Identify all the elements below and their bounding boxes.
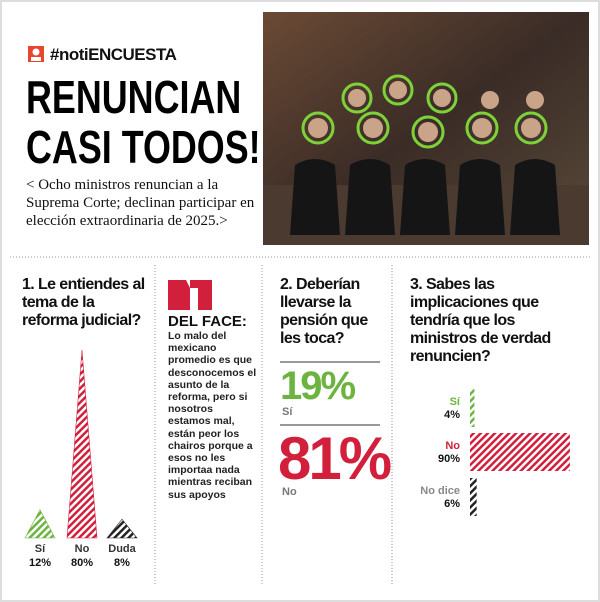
answer-label: Sí: [282, 406, 293, 418]
category-label: No dice: [420, 485, 460, 497]
face-title: DEL FACE:: [168, 313, 247, 330]
question: 3. Sabes las implicaciones que tendría q…: [410, 276, 551, 365]
bar: [470, 433, 570, 471]
category-label: No: [445, 440, 460, 452]
answer-label: No: [282, 486, 297, 498]
photo: [263, 12, 589, 245]
category-label: Sí: [35, 543, 46, 555]
question: 1. Le entiendes al tema de la reforma ju…: [22, 276, 145, 329]
title-line: RENUNCIAN: [26, 71, 242, 123]
category-label: Sí: [450, 396, 461, 408]
subtitle: < Ocho ministros renuncian a la Suprema …: [26, 177, 255, 229]
value-label: 80%: [71, 557, 93, 569]
percent: 81%: [278, 425, 392, 492]
bar: [470, 389, 475, 427]
hashtag: #notiENCUESTA: [50, 45, 177, 64]
value-label: 6%: [444, 498, 460, 510]
value-label: 8%: [114, 557, 130, 569]
face-logo: [168, 280, 212, 310]
peak: [66, 349, 98, 539]
title-line: CASI TODOS!: [26, 121, 261, 173]
separators: [10, 256, 590, 585]
peak: [24, 509, 56, 539]
peak: [106, 518, 138, 539]
category-label: No: [75, 543, 90, 555]
face-body: Lo malo del mexicano promedio es que des…: [168, 330, 257, 501]
bar: [470, 478, 477, 516]
category-label: Duda: [108, 543, 136, 555]
value-label: 90%: [438, 453, 460, 465]
title: RENUNCIAN CASI TODOS!: [26, 72, 261, 172]
value-label: 4%: [444, 409, 460, 421]
question: 2. Deberían llevarse la pensión que les …: [280, 276, 368, 347]
value-label: 12%: [29, 557, 51, 569]
percent: 19%: [280, 364, 356, 408]
